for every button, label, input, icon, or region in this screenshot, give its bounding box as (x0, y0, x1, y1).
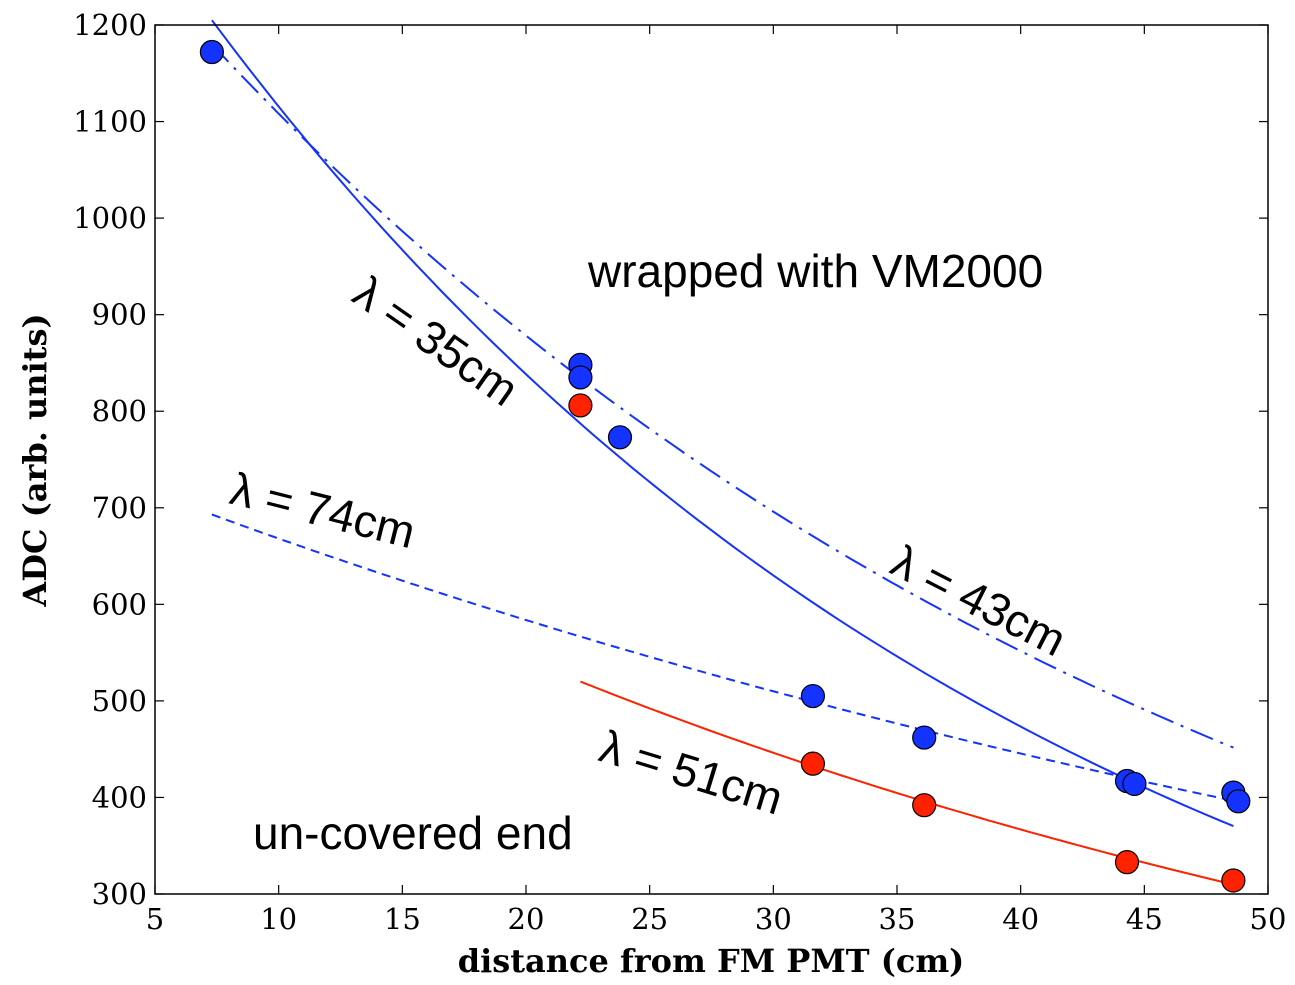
blue-data-point (568, 365, 593, 390)
x-tick-label: 15 (384, 902, 421, 936)
y-axis-title: ADC (arb. units) (16, 313, 54, 607)
fit-label-74: λ = 74cm (226, 462, 421, 558)
red-data-point (568, 393, 593, 418)
y-tick-label: 900 (92, 298, 147, 332)
y-tick-label: 1100 (73, 105, 147, 139)
y-tick-label: 400 (92, 780, 147, 814)
x-tick-label: 30 (755, 902, 792, 936)
plot-frame (154, 24, 1269, 895)
data-points (199, 39, 1251, 893)
annotation-uncovered: un-covered end (253, 807, 573, 859)
y-tick-label: 1200 (73, 8, 147, 42)
axis-ticks: 5 10 15 20 25 30 35 40 45 50 300 400 500 600 700 800 900… (73, 8, 1286, 936)
y-tick-label: 1000 (73, 201, 147, 235)
annotation-wrapped: wrapped with VM2000 (587, 245, 1043, 297)
fit-label-43: λ = 43cm (883, 535, 1074, 667)
red-data-point (1114, 850, 1140, 875)
y-tick-label: 800 (92, 394, 147, 428)
red-data-point (800, 751, 826, 776)
x-tick-label: 20 (508, 902, 545, 936)
y-tick-label: 300 (92, 877, 147, 911)
fit-curve-lambda-74 (211, 513, 1234, 802)
red-data-point (1221, 868, 1246, 893)
x-tick-label: 10 (260, 902, 297, 936)
fit-curve-lambda-35 (211, 19, 1234, 828)
fit-curve-lambda-43 (211, 43, 1234, 749)
blue-data-point (1226, 789, 1251, 814)
x-tick-label: 25 (631, 902, 668, 936)
x-tick-label: 45 (1126, 902, 1163, 936)
blue-data-point (1122, 771, 1147, 797)
x-tick-label: 35 (879, 902, 916, 936)
fit-label-51: λ = 51cm (594, 720, 789, 825)
x-axis-title: distance from FM PMT (cm) (458, 942, 965, 980)
x-tick-label: 40 (1002, 902, 1039, 936)
blue-data-point (607, 425, 633, 450)
red-data-point (912, 793, 937, 818)
y-tick-label: 500 (92, 684, 147, 718)
y-tick-label: 700 (92, 491, 147, 525)
blue-data-point (800, 683, 826, 709)
x-tick-label: 50 (1250, 902, 1287, 936)
blue-data-point (199, 39, 224, 65)
blue-data-point (912, 725, 937, 750)
x-tick-label: 5 (146, 902, 164, 936)
fit-label-35: λ = 35cm (344, 266, 528, 416)
y-tick-label: 600 (92, 587, 147, 621)
